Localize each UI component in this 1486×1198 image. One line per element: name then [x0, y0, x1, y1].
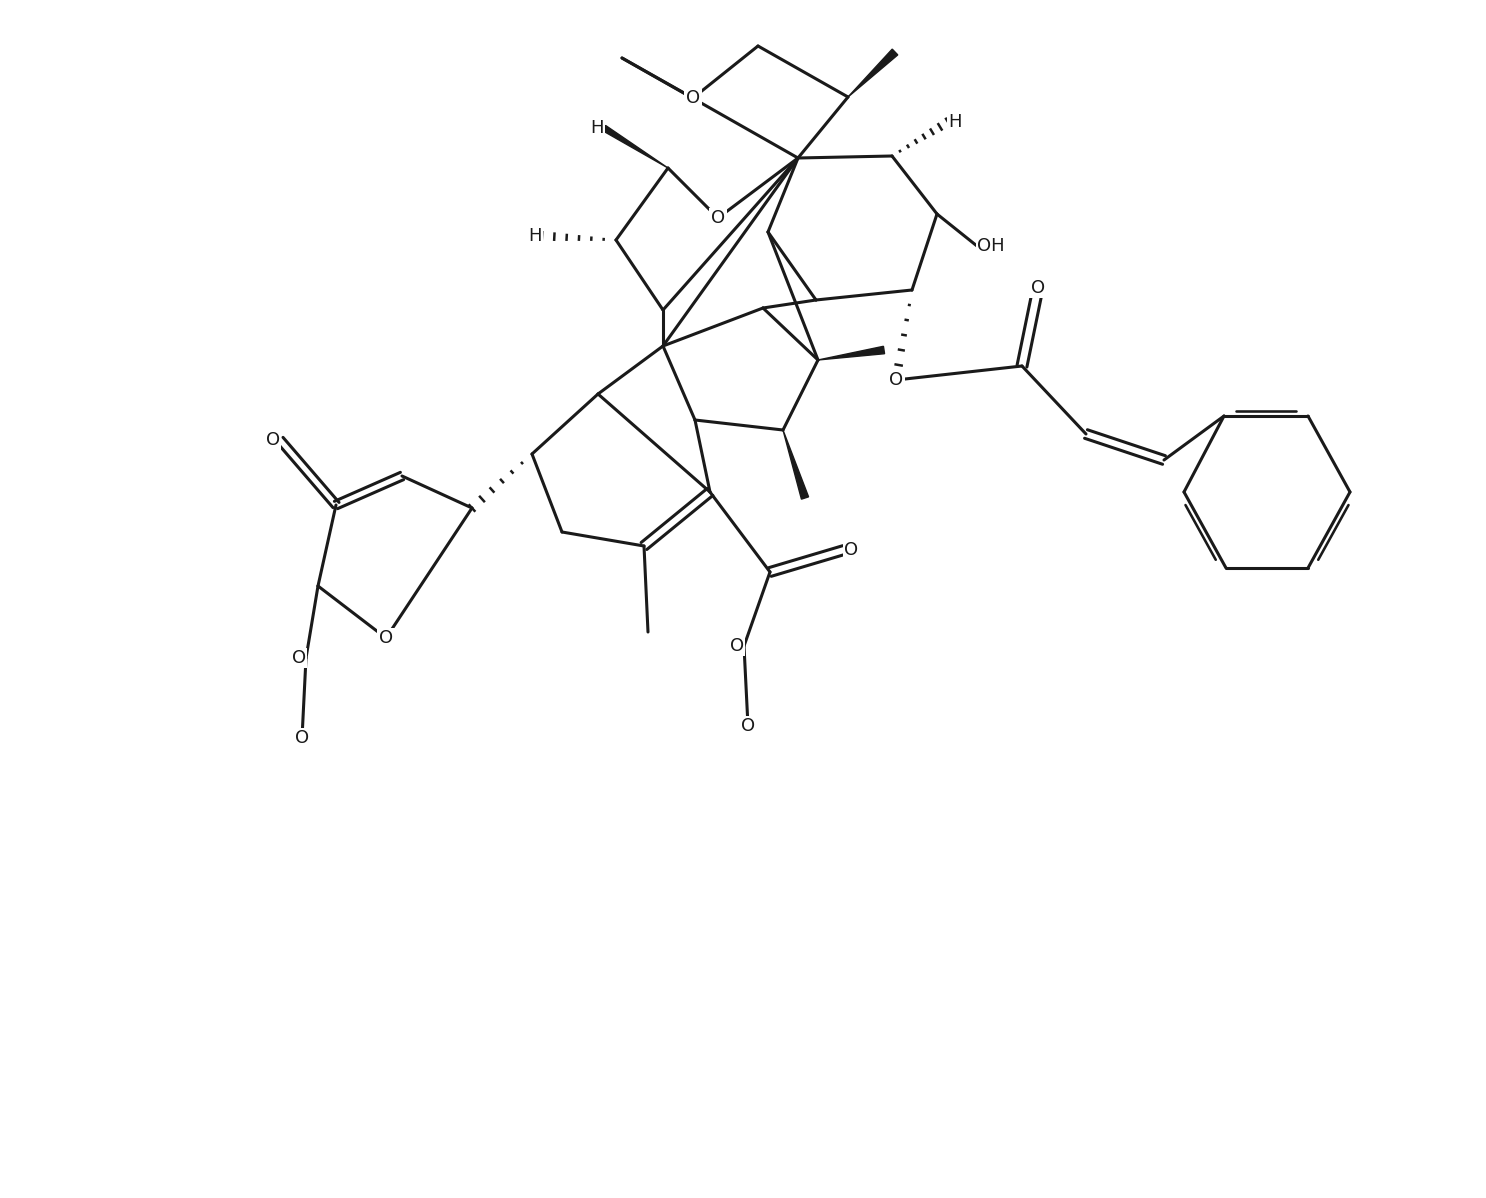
Polygon shape [783, 430, 808, 500]
Text: H: H [590, 119, 603, 137]
Text: O: O [742, 716, 755, 736]
Text: O: O [379, 629, 394, 647]
Text: O: O [710, 208, 725, 226]
Text: O: O [1031, 279, 1045, 297]
Text: O: O [844, 541, 857, 559]
Polygon shape [602, 126, 669, 168]
Text: O: O [730, 637, 744, 655]
Text: H: H [529, 226, 542, 246]
Text: O: O [291, 649, 306, 667]
Text: O: O [266, 431, 279, 449]
Text: H: H [948, 113, 961, 131]
Polygon shape [817, 346, 884, 361]
Text: O: O [889, 371, 903, 389]
Text: O: O [687, 89, 700, 107]
Polygon shape [849, 49, 898, 97]
Text: OH: OH [976, 237, 1005, 255]
Text: O: O [294, 730, 309, 748]
